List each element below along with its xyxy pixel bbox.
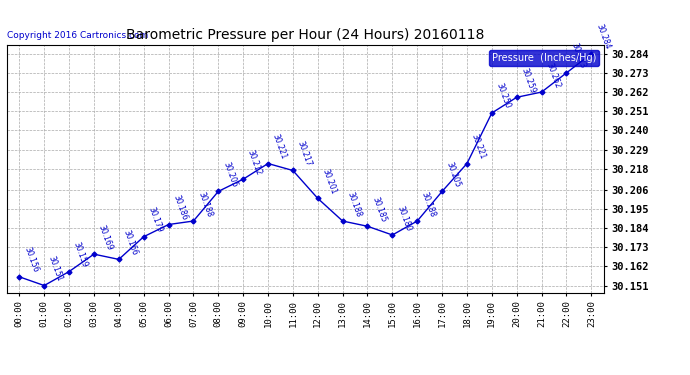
Text: 30.188: 30.188: [420, 190, 437, 218]
Title: Barometric Pressure per Hour (24 Hours) 20160118: Barometric Pressure per Hour (24 Hours) …: [126, 28, 484, 42]
Text: 30.179: 30.179: [146, 206, 164, 234]
Text: 30.169: 30.169: [97, 223, 115, 251]
Legend: Pressure  (Inches/Hg): Pressure (Inches/Hg): [489, 50, 599, 66]
Text: 30.221: 30.221: [270, 133, 288, 161]
Text: 30.259: 30.259: [520, 66, 537, 94]
Text: 30.250: 30.250: [495, 82, 512, 110]
Text: 30.156: 30.156: [22, 246, 40, 274]
Text: 30.166: 30.166: [121, 228, 139, 256]
Text: 30.151: 30.151: [47, 255, 64, 283]
Text: 30.180: 30.180: [395, 204, 413, 232]
Text: 30.273: 30.273: [569, 42, 586, 70]
Text: 30.201: 30.201: [321, 168, 338, 196]
Text: 30.159: 30.159: [72, 241, 90, 269]
Text: Copyright 2016 Cartronics.com: Copyright 2016 Cartronics.com: [7, 31, 148, 40]
Text: 30.188: 30.188: [196, 190, 214, 218]
Text: 30.185: 30.185: [371, 195, 388, 223]
Text: 30.262: 30.262: [544, 61, 562, 89]
Text: 30.205: 30.205: [445, 160, 462, 189]
Text: 30.188: 30.188: [346, 190, 363, 218]
Text: 30.205: 30.205: [221, 160, 239, 189]
Text: 30.284: 30.284: [594, 23, 611, 51]
Text: 30.212: 30.212: [246, 148, 264, 176]
Text: 30.221: 30.221: [470, 133, 487, 161]
Text: 30.186: 30.186: [171, 194, 189, 222]
Text: 30.217: 30.217: [296, 140, 313, 168]
